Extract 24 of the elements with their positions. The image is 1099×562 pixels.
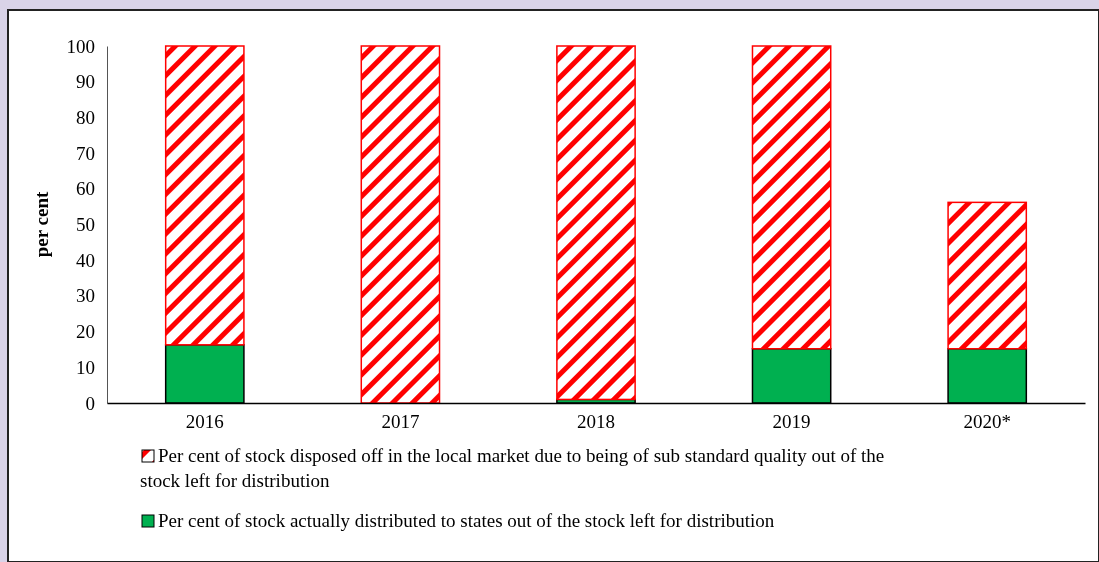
y-tick-label: 70 [76,142,95,164]
y-axis-title: per cent [31,191,52,258]
y-tick-label: 30 [76,285,95,307]
bar [164,45,245,346]
y-tick-label: 100 [66,35,95,57]
y-tick-label: 20 [76,321,95,343]
legend-label: Per cent of stock actually distributed to states out of the stock left for distribution [158,510,775,531]
bar [751,45,832,350]
bar [556,45,636,401]
y-tick-label: 10 [76,356,95,378]
y-tick-label: 0 [85,392,95,414]
y-tick-label: 50 [76,214,95,236]
y-tick-label: 40 [76,249,95,271]
y-tick-label: 80 [76,106,95,128]
bar [360,45,441,404]
x-tick-label: 2018 [577,411,615,433]
y-tick-label: 90 [76,71,95,93]
x-tick-label: 2016 [185,411,224,433]
y-tick-label: 60 [76,178,95,200]
legend-label: Per cent of stock disposed off in the local market due to being of sub standard quality out of the stock left for distribution [140,445,885,491]
x-tick-label: 2019 [772,411,811,433]
x-tick-label: 2017 [381,411,420,433]
x-tick-label: 2020* [963,411,1011,433]
bar [947,201,1028,350]
